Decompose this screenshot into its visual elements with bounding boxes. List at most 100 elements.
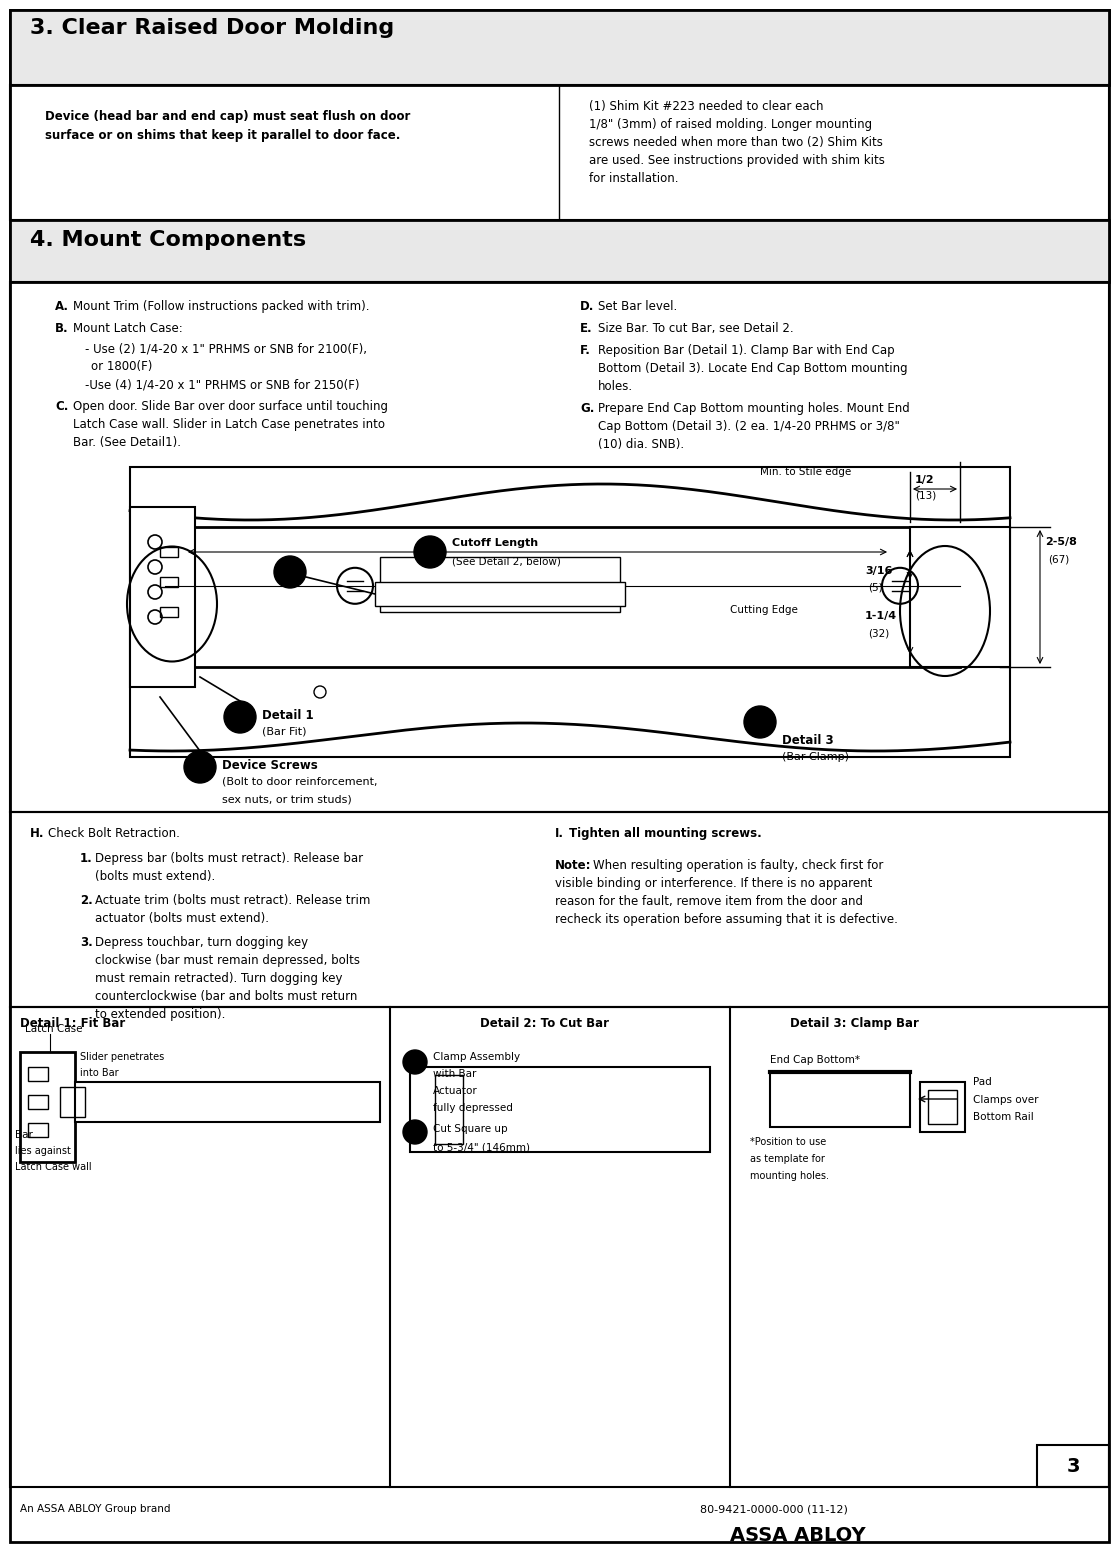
Text: H.: H. (30, 827, 45, 840)
Bar (130, 467, 1010, 757)
Text: Check Bolt Retraction.: Check Bolt Retraction. (48, 827, 180, 840)
Text: clockwise (bar must remain depressed, bolts: clockwise (bar must remain depressed, bo… (95, 954, 360, 967)
Text: F: F (756, 717, 764, 726)
Text: - Use (2) 1/4-20 x 1" PRHMS or SNB for 2100(F),: - Use (2) 1/4-20 x 1" PRHMS or SNB for 2… (85, 341, 367, 355)
Text: E.: E. (580, 321, 593, 335)
Text: C.: C. (55, 400, 68, 413)
Text: Open door. Slide Bar over door surface until touching: Open door. Slide Bar over door surface u… (73, 400, 388, 413)
Circle shape (274, 556, 305, 588)
Text: Size Bar. To cut Bar, see Detail 2.: Size Bar. To cut Bar, see Detail 2. (598, 321, 793, 335)
Text: (See Detail 2, below): (See Detail 2, below) (452, 556, 561, 566)
Text: Note:: Note: (555, 858, 592, 872)
Bar (920, 1082, 965, 1131)
Text: G.: G. (580, 402, 594, 414)
Text: 2.: 2. (79, 894, 93, 906)
Text: Actuator: Actuator (433, 1086, 478, 1096)
Bar (375, 582, 626, 605)
Text: recheck its operation before assuming that it is defective.: recheck its operation before assuming th… (555, 913, 897, 927)
Text: When resulting operation is faulty, check first for: When resulting operation is faulty, chec… (593, 858, 883, 872)
Text: 3.: 3. (79, 936, 93, 948)
Bar (10, 9, 1109, 85)
Text: Detail 3: Detail 3 (782, 734, 834, 747)
Text: A.: A. (55, 300, 69, 314)
Text: into Bar: into Bar (79, 1068, 119, 1079)
Text: Bottom (Detail 3). Locate End Cap Bottom mounting: Bottom (Detail 3). Locate End Cap Bottom… (598, 362, 908, 376)
Bar (435, 1076, 463, 1144)
Bar (28, 1068, 48, 1082)
Text: 4. Mount Components: 4. Mount Components (30, 230, 307, 250)
Text: (67): (67) (1049, 556, 1070, 565)
Bar (928, 1090, 957, 1124)
Bar (910, 528, 1010, 667)
Text: 3. Clear Raised Door Molding: 3. Clear Raised Door Molding (30, 19, 394, 37)
Circle shape (403, 1121, 427, 1144)
Text: Latch Case: Latch Case (25, 1024, 83, 1034)
Bar (160, 577, 178, 587)
Text: Reposition Bar (Detail 1). Clamp Bar with End Cap: Reposition Bar (Detail 1). Clamp Bar wit… (598, 345, 894, 357)
Text: Clamp Assembly: Clamp Assembly (433, 1052, 520, 1062)
Text: F.: F. (580, 345, 591, 357)
Text: Pad: Pad (974, 1077, 991, 1086)
Text: Detail 3: Clamp Bar: Detail 3: Clamp Bar (790, 1017, 919, 1031)
Text: End Cap Bottom*: End Cap Bottom* (770, 1055, 861, 1065)
Text: Cutting Edge: Cutting Edge (730, 605, 798, 615)
Text: 1.: 1. (79, 852, 93, 864)
Text: C: C (236, 712, 244, 722)
Bar (75, 1082, 380, 1122)
Text: holes.: holes. (598, 380, 633, 393)
Text: (Bar Clamp): (Bar Clamp) (782, 753, 849, 762)
Text: (Bolt to door reinforcement,: (Bolt to door reinforcement, (222, 778, 377, 787)
Text: (5): (5) (868, 582, 883, 591)
Text: for installation.: for installation. (589, 172, 678, 185)
Text: Cutoff Length: Cutoff Length (452, 539, 538, 548)
Text: 1: 1 (412, 1057, 419, 1068)
Text: 3/16: 3/16 (865, 566, 892, 576)
Text: (10) dia. SNB).: (10) dia. SNB). (598, 438, 684, 452)
Circle shape (744, 706, 775, 739)
Text: lies against: lies against (15, 1145, 70, 1156)
Text: 1/2: 1/2 (915, 475, 934, 484)
Text: Actuate trim (bolts must retract). Release trim: Actuate trim (bolts must retract). Relea… (95, 894, 370, 906)
Text: Detail 1: Detail 1 (262, 709, 313, 722)
Text: reason for the fault, remove item from the door and: reason for the fault, remove item from t… (555, 896, 863, 908)
Text: as template for: as template for (750, 1155, 825, 1164)
Text: mounting holes.: mounting holes. (750, 1172, 829, 1181)
Text: Mount Latch Case:: Mount Latch Case: (73, 321, 182, 335)
Text: D: D (285, 566, 294, 577)
Text: ASSA ABLOY: ASSA ABLOY (730, 1526, 866, 1544)
Text: Latch Case wall: Latch Case wall (15, 1162, 92, 1172)
Text: Min. to Stile edge: Min. to Stile edge (760, 467, 852, 476)
Text: 2-5/8: 2-5/8 (1045, 537, 1076, 546)
Text: (bolts must extend).: (bolts must extend). (95, 871, 215, 883)
Text: fully depressed: fully depressed (433, 1103, 513, 1113)
Text: (1) Shim Kit #223 needed to clear each: (1) Shim Kit #223 needed to clear each (589, 99, 824, 113)
Text: Mount Trim (Follow instructions packed with trim).: Mount Trim (Follow instructions packed w… (73, 300, 369, 314)
Bar (160, 546, 178, 557)
Text: actuator (bolts must extend).: actuator (bolts must extend). (95, 913, 269, 925)
Text: Tighten all mounting screws.: Tighten all mounting screws. (568, 827, 762, 840)
Text: B.: B. (55, 321, 68, 335)
Text: Maximum Cutout 5-3/4" (146mm): Maximum Cutout 5-3/4" (146mm) (383, 585, 560, 594)
Text: Cut Square up: Cut Square up (433, 1124, 508, 1135)
Text: sex nuts, or trim studs): sex nuts, or trim studs) (222, 795, 351, 805)
Text: 1-1/4: 1-1/4 (865, 611, 897, 621)
Text: Depress touchbar, turn dogging key: Depress touchbar, turn dogging key (95, 936, 308, 948)
Circle shape (403, 1051, 427, 1074)
Text: Set Bar level.: Set Bar level. (598, 300, 677, 314)
Text: Prepare End Cap Bottom mounting holes. Mount End: Prepare End Cap Bottom mounting holes. M… (598, 402, 910, 414)
Text: Bottom Rail: Bottom Rail (974, 1111, 1034, 1122)
Text: Detail 1: Fit Bar: Detail 1: Fit Bar (20, 1017, 125, 1031)
Bar (10, 85, 1109, 220)
Text: are used. See instructions provided with shim kits: are used. See instructions provided with… (589, 154, 885, 168)
Text: to extended position).: to extended position). (95, 1007, 225, 1021)
Text: B: B (196, 762, 204, 771)
Bar (20, 1052, 75, 1162)
Text: Device Screws: Device Screws (222, 759, 318, 771)
Bar (10, 220, 1109, 282)
Bar (164, 528, 960, 667)
Bar (60, 1086, 85, 1117)
Text: 3: 3 (1066, 1456, 1080, 1476)
Text: screws needed when more than two (2) Shim Kits: screws needed when more than two (2) Shi… (589, 137, 883, 149)
Text: or 1800(F): or 1800(F) (91, 360, 152, 372)
Bar (10, 1007, 1109, 1487)
